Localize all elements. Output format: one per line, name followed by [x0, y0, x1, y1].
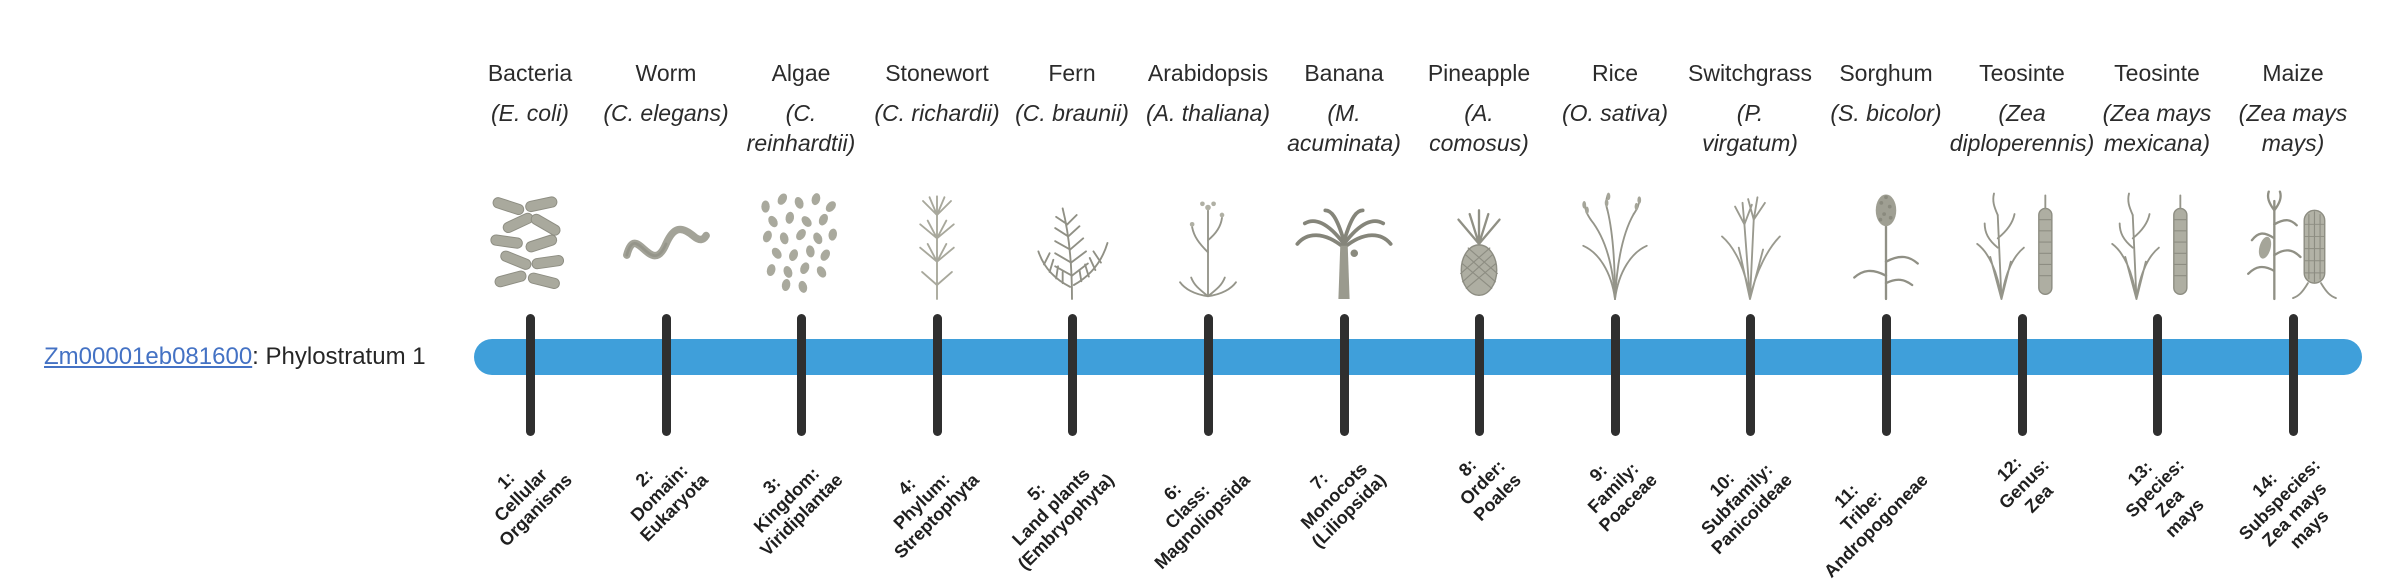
organism-common-name: Worm — [635, 60, 697, 86]
organism-scientific-name: (C. elegans) — [603, 100, 729, 126]
organism-scientific-name: (P. virgatum) — [1702, 100, 1798, 156]
organism-common-name: Fern — [1048, 60, 1096, 86]
organism-common-name: Pineapple — [1427, 60, 1531, 86]
organism-common-name: Teosinte — [1979, 60, 2065, 86]
organism-scientific-name: (Zea diploperennis) — [1949, 100, 2095, 156]
organism-common-name: Sorghum — [1839, 60, 1933, 86]
organism-scientific-name: (Zea mays mexicana) — [2102, 100, 2212, 156]
rice-icon — [1530, 170, 1700, 304]
timeline-tick — [2288, 314, 2298, 436]
worm-icon — [581, 170, 751, 304]
phylostratum-column-6: Arabidopsis (A. thaliana) 6: Class: Magn… — [1123, 0, 1293, 580]
organism-common-name: Maize — [2262, 60, 2324, 86]
organism-common-name: Algae — [771, 60, 831, 86]
fern-icon — [987, 170, 1157, 304]
sorghum-icon — [1801, 170, 1971, 304]
algae-icon — [716, 170, 886, 304]
gene-label: Zm00001eb081600: Phylostratum 1 — [44, 343, 426, 371]
timeline-bar — [474, 339, 2362, 375]
bacteria-icon — [445, 170, 615, 304]
organism-scientific-name: (S. bicolor) — [1830, 100, 1942, 126]
stonewort-icon — [852, 170, 1022, 304]
timeline-tick — [1203, 314, 1213, 436]
organism-scientific-name: (C. braunii) — [1015, 100, 1129, 126]
teosinte-icon — [2072, 170, 2242, 304]
phylostratum-column-11: Sorghum (S. bicolor) 11: Tribe: Andropog… — [1801, 0, 1971, 580]
phylostratum-rank-label: 3: Kingdom: Viridiplantae — [750, 463, 847, 560]
gene-phylostratum-text: : Phylostratum 1 — [252, 343, 426, 370]
phylostratum-column-5: Fern (C. braunii) 5: Land plants (Embryo… — [987, 0, 1157, 580]
gene-id-link[interactable]: Zm00001eb081600 — [44, 343, 253, 370]
timeline-tick — [796, 314, 806, 436]
pineapple-icon — [1394, 170, 1564, 304]
arabidopsis-icon — [1123, 170, 1293, 304]
phylostratum-rank-label: 1: Cellular Organisms — [490, 464, 576, 551]
phylostratum-rank-label: 13: Species: Zea mays — [2121, 454, 2208, 542]
organism-scientific-name: (A. thaliana) — [1145, 100, 1270, 126]
phylostratum-column-2: Worm (C. elegans) 2: Domain: Eukaryota — [581, 0, 751, 580]
organism-scientific-name: (E. coli) — [491, 100, 569, 126]
phylostratum-column-14: Maize (Zea mays mays) 14: Subspecies: Ze… — [2208, 0, 2378, 580]
timeline-tick — [932, 314, 942, 436]
switchgrass-icon — [1665, 170, 1835, 304]
phylostratum-rank-label: 5: Land plants (Embryophyta) — [1008, 464, 1118, 574]
organism-scientific-name: (O. sativa) — [1561, 100, 1669, 126]
phylostratum-rank-label: 4: Phylum: Streptophyta — [889, 468, 983, 563]
phylostratum-rank-label: 11: Tribe: Andropogoneae — [1820, 469, 1932, 580]
organism-common-name: Switchgrass — [1688, 60, 1812, 86]
phylostratum-column-13: Teosinte (Zea mays mexicana) 13: Species… — [2072, 0, 2242, 580]
timeline-tick — [1474, 314, 1484, 436]
phylostratum-rank-label: 7: Monocots (Liliopsida) — [1296, 458, 1390, 552]
phylostratum-column-9: Rice (O. sativa) 9: Family: — [1530, 0, 1700, 580]
organism-common-name: Teosinte — [2114, 60, 2200, 86]
banana-icon — [1259, 170, 1429, 304]
timeline-tick — [1745, 314, 1755, 436]
organism-scientific-name: (C. richardii) — [874, 100, 1000, 126]
organism-scientific-name: (Zea mays mays) — [2238, 100, 2348, 156]
phylostratum-column-4: Stonewort (C. richardii) 4: Phylum: Stre… — [852, 0, 1022, 580]
timeline-tick — [1881, 314, 1891, 436]
phylostratum-rank-label: 10: Subfamily: Panicoideae — [1697, 459, 1796, 559]
organism-common-name: Bacteria — [487, 60, 573, 86]
timeline-tick — [1339, 314, 1349, 436]
phylostratum-rank-label: 14: Subspecies: Zea mays mays — [2234, 454, 2333, 553]
maize-icon — [2208, 170, 2378, 304]
timeline-tick — [2017, 314, 2027, 436]
organism-common-name: Rice — [1591, 60, 1638, 86]
organism-common-name: Banana — [1304, 60, 1384, 86]
timeline-tick — [661, 314, 671, 436]
phylostratum-rank-label: 6: Class: Magnoliopsida — [1150, 469, 1254, 573]
organism-common-name: Arabidopsis — [1147, 60, 1269, 86]
phylostratum-rank-label: 9: Family: Poaceae — [1583, 458, 1661, 536]
phylostratum-column-1: Bacteria (E. coli) 1: Cellular Orga — [445, 0, 615, 580]
phylostratum-column-10: Switchgrass (P. virgatum) 10: Subfamily:… — [1665, 0, 1835, 580]
timeline-tick — [2152, 314, 2162, 436]
timeline-tick — [1067, 314, 1077, 436]
organism-scientific-name: (C. reinhardtii) — [746, 100, 856, 156]
phylostratum-column-12: Teosinte (Zea diploperennis) 12: Genus: … — [1937, 0, 2107, 580]
timeline-tick — [525, 314, 535, 436]
phylostratum-column-3: Algae (C. reinhardtii) — [716, 0, 886, 580]
phylostratum-rank-label: 2: Domain: Eukaryota — [626, 460, 712, 546]
phylostratum-column-8: Pineapple (A. comosus) 8: Order: Poales — [1394, 0, 1564, 580]
phylostratum-rank-label: 8: Order: Poales — [1454, 454, 1525, 525]
phylostratum-rank-label: 12: Genus: Zea — [1992, 452, 2057, 517]
timeline-tick — [1610, 314, 1620, 436]
phylostratum-column-7: Banana (M. acuminata) 7: Monocots (Lilio… — [1259, 0, 1429, 580]
teosinte-icon — [1937, 170, 2107, 304]
organism-scientific-name: (M. acuminata) — [1287, 100, 1401, 156]
organism-scientific-name: (A. comosus) — [1429, 100, 1529, 156]
organism-common-name: Stonewort — [885, 60, 989, 86]
